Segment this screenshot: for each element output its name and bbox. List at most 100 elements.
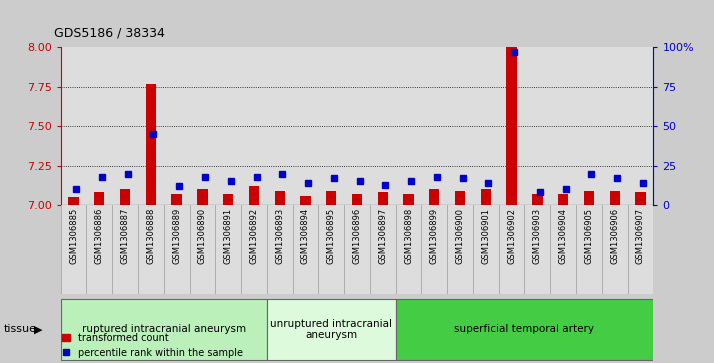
Bar — [550, 205, 576, 294]
Bar — [318, 47, 344, 205]
Bar — [628, 47, 653, 205]
Bar — [216, 47, 241, 205]
Bar — [69, 197, 79, 205]
Bar — [576, 47, 602, 205]
Legend: transformed count, percentile rank within the sample: transformed count, percentile rank withi… — [59, 329, 247, 362]
Bar — [223, 194, 233, 205]
Bar — [138, 47, 164, 205]
Bar — [550, 47, 576, 205]
Text: GSM1306902: GSM1306902 — [507, 208, 516, 264]
Text: GSM1306885: GSM1306885 — [69, 208, 78, 264]
Bar — [481, 189, 491, 205]
Bar — [164, 47, 189, 205]
Bar — [473, 205, 498, 294]
Bar — [610, 191, 620, 205]
Bar — [189, 205, 216, 294]
Bar — [326, 191, 336, 205]
Text: GSM1306900: GSM1306900 — [456, 208, 465, 264]
Bar — [318, 205, 344, 294]
Bar — [532, 194, 543, 205]
Bar — [635, 192, 645, 205]
Bar — [498, 47, 525, 205]
Bar — [447, 47, 473, 205]
Text: GSM1306904: GSM1306904 — [558, 208, 568, 264]
Bar — [396, 299, 653, 360]
Text: GSM1306891: GSM1306891 — [223, 208, 233, 264]
Text: tissue: tissue — [4, 325, 36, 334]
Bar — [112, 47, 138, 205]
Bar — [301, 196, 311, 205]
Bar — [584, 191, 594, 205]
Bar — [248, 186, 259, 205]
Text: GSM1306889: GSM1306889 — [172, 208, 181, 264]
Text: GSM1306895: GSM1306895 — [327, 208, 336, 264]
Bar — [403, 194, 413, 205]
Bar — [61, 205, 86, 294]
Text: GSM1306903: GSM1306903 — [533, 208, 542, 264]
Bar — [344, 205, 370, 294]
Bar — [197, 189, 208, 205]
Bar — [421, 47, 447, 205]
Bar — [112, 205, 138, 294]
Text: GSM1306894: GSM1306894 — [301, 208, 310, 264]
Text: GSM1306898: GSM1306898 — [404, 208, 413, 264]
Bar — [267, 47, 293, 205]
Text: ▶: ▶ — [34, 325, 43, 334]
Bar — [396, 47, 421, 205]
Bar — [525, 205, 550, 294]
Bar — [558, 194, 568, 205]
Text: unruptured intracranial
aneurysm: unruptured intracranial aneurysm — [270, 319, 392, 340]
Bar — [61, 47, 86, 205]
Bar — [396, 205, 421, 294]
Bar — [506, 47, 517, 205]
Bar — [602, 47, 628, 205]
Bar — [344, 47, 370, 205]
Bar — [61, 299, 267, 360]
Text: GSM1306899: GSM1306899 — [430, 208, 439, 264]
Text: GSM1306897: GSM1306897 — [378, 208, 387, 264]
Bar — [447, 205, 473, 294]
Bar — [241, 47, 267, 205]
Text: superficial temporal artery: superficial temporal artery — [455, 325, 595, 334]
Bar — [241, 205, 267, 294]
Bar — [86, 205, 112, 294]
Text: GSM1306888: GSM1306888 — [146, 208, 156, 264]
Text: GSM1306892: GSM1306892 — [249, 208, 258, 264]
Bar — [370, 205, 396, 294]
Text: GDS5186 / 38334: GDS5186 / 38334 — [54, 27, 164, 40]
Text: GSM1306896: GSM1306896 — [353, 208, 361, 264]
Text: ruptured intracranial aneurysm: ruptured intracranial aneurysm — [81, 325, 246, 334]
Bar — [378, 192, 388, 205]
Bar — [429, 189, 439, 205]
Bar — [455, 191, 466, 205]
Bar — [120, 189, 130, 205]
Bar — [473, 47, 498, 205]
Bar — [498, 205, 525, 294]
Bar — [146, 83, 156, 205]
Bar — [293, 47, 318, 205]
Text: GSM1306905: GSM1306905 — [584, 208, 593, 264]
Bar — [370, 47, 396, 205]
Bar — [525, 47, 550, 205]
Bar — [164, 205, 189, 294]
Bar — [267, 299, 396, 360]
Bar — [576, 205, 602, 294]
Bar — [352, 194, 362, 205]
Bar — [275, 191, 285, 205]
Bar — [171, 194, 182, 205]
Text: GSM1306906: GSM1306906 — [610, 208, 619, 264]
Text: GSM1306907: GSM1306907 — [636, 208, 645, 264]
Bar — [628, 205, 653, 294]
Bar — [267, 205, 293, 294]
Bar — [602, 205, 628, 294]
Text: GSM1306901: GSM1306901 — [481, 208, 491, 264]
Text: GSM1306887: GSM1306887 — [121, 208, 130, 264]
Bar — [216, 205, 241, 294]
Text: GSM1306890: GSM1306890 — [198, 208, 207, 264]
Bar — [86, 47, 112, 205]
Bar — [421, 205, 447, 294]
Text: GSM1306886: GSM1306886 — [95, 208, 104, 264]
Bar — [189, 47, 216, 205]
Bar — [293, 205, 318, 294]
Bar — [138, 205, 164, 294]
